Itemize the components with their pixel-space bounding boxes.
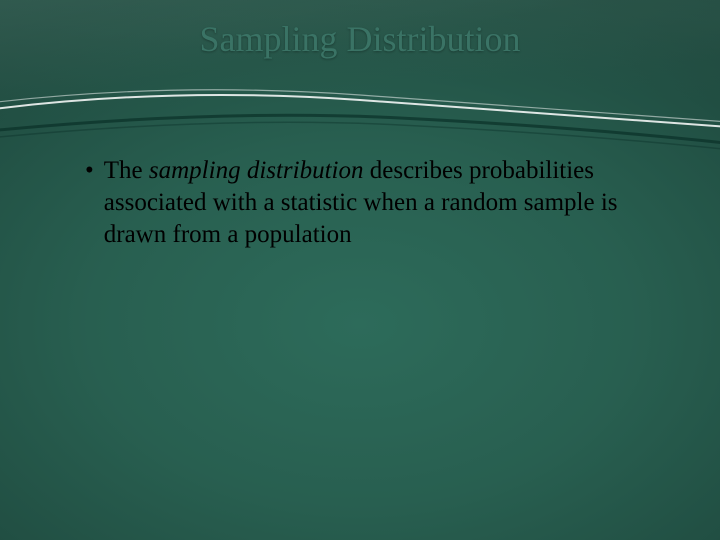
bullet-prefix: The xyxy=(104,157,149,184)
slide: Sampling Distribution • The sampling dis… xyxy=(0,0,720,540)
bullet-text: The sampling distribution describes prob… xyxy=(104,155,650,251)
bullet-item: • The sampling distribution describes pr… xyxy=(85,155,650,251)
slide-body: • The sampling distribution describes pr… xyxy=(85,155,650,251)
bullet-marker: • xyxy=(85,155,94,187)
slide-title: Sampling Distribution xyxy=(0,18,720,60)
bullet-italic: sampling distribution xyxy=(149,157,364,184)
